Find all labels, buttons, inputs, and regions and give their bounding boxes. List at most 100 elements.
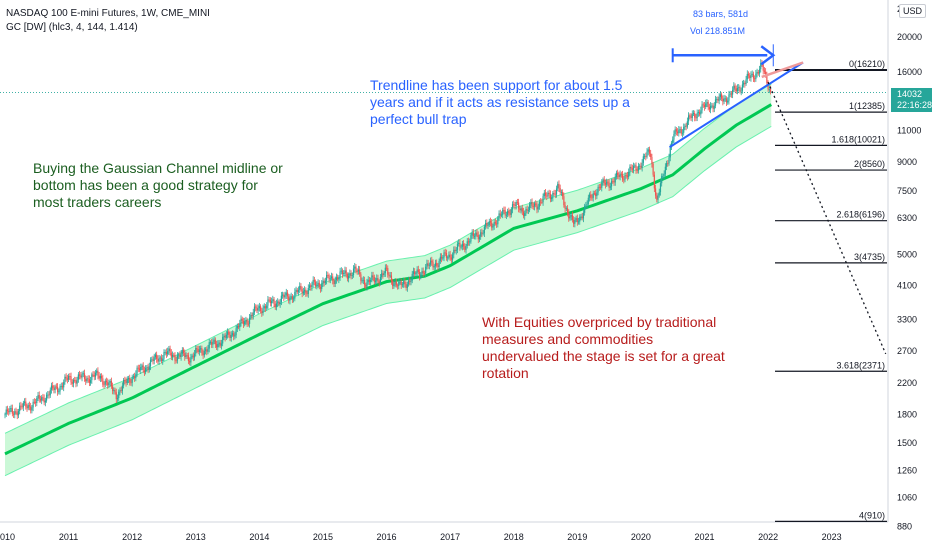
- candle-body: [251, 314, 253, 317]
- candle-body: [19, 405, 21, 412]
- candle-body: [636, 170, 638, 171]
- candle-body: [389, 275, 391, 277]
- fib-level-label: 1.618(10021): [831, 134, 885, 144]
- candle-body: [721, 94, 723, 99]
- candle-body: [631, 168, 633, 170]
- candle-body: [53, 388, 55, 390]
- candle-body: [404, 281, 406, 285]
- candle-body: [697, 112, 699, 114]
- candle-body: [481, 232, 483, 234]
- candle-body: [264, 306, 267, 309]
- candle-body: [582, 212, 585, 219]
- candle-body: [308, 285, 311, 288]
- candle-body: [59, 386, 61, 392]
- candle-body: [27, 405, 29, 409]
- candle-body: [310, 285, 312, 288]
- y-tick-label: 20000: [897, 32, 922, 42]
- candle-body: [510, 209, 512, 215]
- candle-body: [112, 386, 114, 391]
- candle-body: [169, 348, 171, 353]
- candle-body: [114, 390, 116, 393]
- candle-body: [456, 243, 459, 250]
- candle-body: [362, 279, 364, 281]
- candle-body: [675, 129, 677, 132]
- candle-body: [436, 263, 438, 266]
- candle-body: [714, 99, 717, 106]
- candle-body: [31, 407, 33, 411]
- candle-body: [186, 355, 188, 357]
- candle-body: [270, 301, 273, 304]
- candle-body: [299, 285, 301, 290]
- candle-body: [484, 223, 487, 227]
- candle-body: [612, 181, 614, 183]
- candle-body: [329, 278, 331, 280]
- last-price-value: 14032: [897, 89, 923, 99]
- candle-body: [416, 269, 418, 274]
- candle-body: [587, 197, 589, 205]
- candle-body: [382, 273, 384, 276]
- candle-body: [123, 379, 125, 386]
- candle-body: [684, 125, 686, 127]
- candle-body: [330, 276, 333, 279]
- candle-body: [559, 188, 561, 193]
- y-tick-label: 1060: [897, 492, 917, 502]
- candle-body: [360, 274, 362, 281]
- candle-body: [554, 193, 556, 195]
- candle-body: [609, 186, 611, 188]
- candle-body: [12, 413, 15, 415]
- candle-body: [705, 103, 707, 107]
- candle-body: [754, 78, 756, 80]
- candle-body: [234, 335, 236, 337]
- candle-body: [575, 218, 577, 220]
- candle-body: [373, 277, 375, 282]
- candle-body: [535, 203, 537, 206]
- candle-body: [236, 325, 238, 329]
- candle-body: [395, 281, 397, 286]
- candle-body: [598, 186, 600, 188]
- candle-body: [196, 347, 198, 350]
- candle-body: [189, 361, 191, 363]
- candle-body: [405, 284, 407, 288]
- candle-body: [651, 157, 653, 164]
- candle-body: [121, 385, 123, 391]
- candle-body: [414, 271, 416, 275]
- candle-body: [219, 342, 221, 346]
- candle-body: [619, 173, 621, 177]
- candle-body: [131, 377, 133, 383]
- candle-body: [608, 182, 610, 188]
- candle-body: [482, 233, 484, 235]
- equities-note: With Equities overpriced by traditional …: [482, 314, 725, 381]
- candle-body: [344, 270, 346, 273]
- candle-body: [538, 201, 541, 207]
- candle-body: [257, 308, 259, 311]
- candle-body: [224, 335, 226, 338]
- candle-body: [751, 73, 753, 75]
- candle-body: [60, 386, 62, 387]
- candle-body: [712, 105, 714, 109]
- y-tick-label: 880: [897, 522, 912, 532]
- candle-body: [218, 342, 220, 344]
- candle-body: [763, 70, 766, 72]
- candle-body: [116, 397, 119, 400]
- candle-body: [256, 307, 258, 311]
- candle-body: [162, 358, 164, 362]
- candle-body: [527, 210, 529, 211]
- candle-body: [300, 285, 302, 289]
- candle-body: [710, 105, 712, 110]
- candle-body: [307, 287, 309, 295]
- candle-body: [202, 353, 204, 356]
- candle-body: [352, 268, 355, 276]
- candle-body: [163, 352, 165, 359]
- candle-body: [316, 284, 318, 287]
- candle-body: [229, 334, 231, 339]
- candle-body: [716, 99, 718, 100]
- candle-body: [138, 368, 141, 371]
- currency-button[interactable]: USD: [899, 4, 927, 18]
- candle-body: [471, 232, 473, 236]
- candle-body: [38, 395, 40, 399]
- candle-body: [354, 266, 356, 269]
- candle-body: [63, 382, 65, 388]
- candle-body: [449, 254, 451, 258]
- candle-body: [692, 113, 695, 115]
